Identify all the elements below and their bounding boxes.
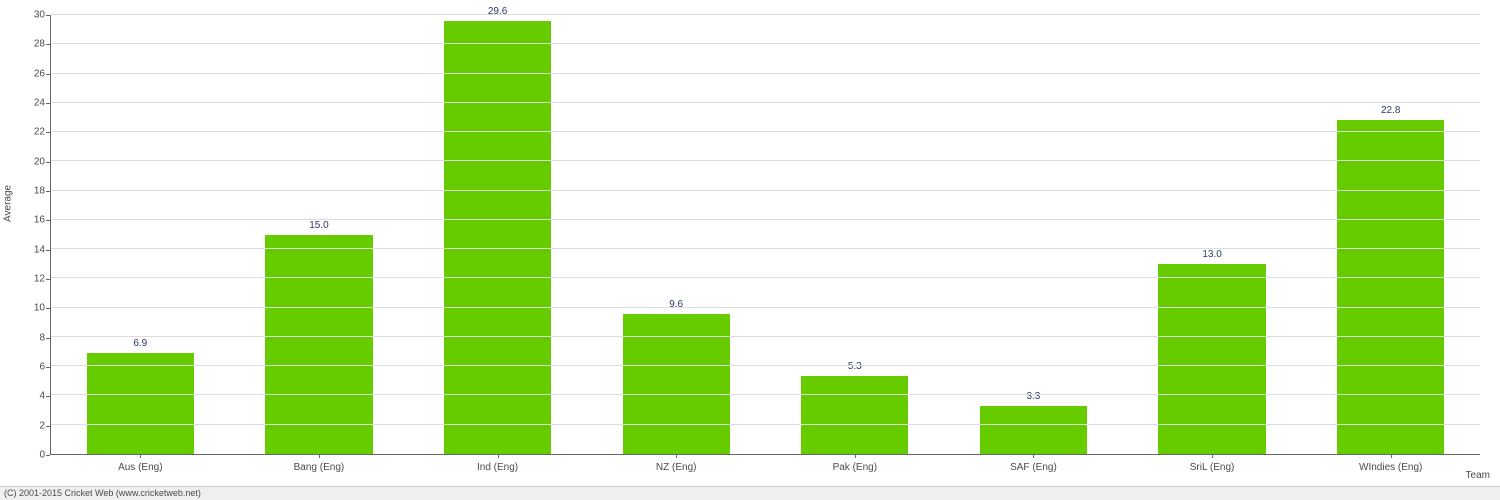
gridline bbox=[51, 424, 1480, 425]
bar-slot: 3.3SAF (Eng) bbox=[944, 15, 1123, 454]
y-tick-label: 10 bbox=[5, 303, 45, 314]
bar-value-label: 6.9 bbox=[133, 338, 147, 349]
gridline bbox=[51, 394, 1480, 395]
gridline bbox=[51, 102, 1480, 103]
x-tick-label: Ind (Eng) bbox=[477, 462, 518, 473]
bars-wrap: 6.9Aus (Eng)15.0Bang (Eng)29.6Ind (Eng)9… bbox=[51, 15, 1480, 454]
x-tick-label: Pak (Eng) bbox=[833, 462, 877, 473]
y-tick-label: 30 bbox=[5, 10, 45, 21]
y-tick-label: 28 bbox=[5, 39, 45, 50]
y-tick-label: 18 bbox=[5, 186, 45, 197]
bar: 9.6 bbox=[623, 314, 730, 454]
y-tick-mark bbox=[46, 132, 50, 133]
x-tick-label: SAF (Eng) bbox=[1010, 462, 1057, 473]
gridline bbox=[51, 365, 1480, 366]
y-tick-label: 0 bbox=[5, 450, 45, 461]
bar-slot: 9.6NZ (Eng) bbox=[587, 15, 766, 454]
bar-slot: 6.9Aus (Eng) bbox=[51, 15, 230, 454]
bar-slot: 5.3Pak (Eng) bbox=[766, 15, 945, 454]
y-tick-mark bbox=[46, 191, 50, 192]
x-tick-mark bbox=[1033, 454, 1034, 458]
bar-slot: 15.0Bang (Eng) bbox=[230, 15, 409, 454]
y-tick-label: 14 bbox=[5, 244, 45, 255]
x-tick-label: NZ (Eng) bbox=[656, 462, 697, 473]
bar-value-label: 22.8 bbox=[1381, 105, 1400, 116]
bar-slot: 29.6Ind (Eng) bbox=[408, 15, 587, 454]
plot-area: 6.9Aus (Eng)15.0Bang (Eng)29.6Ind (Eng)9… bbox=[50, 15, 1480, 455]
y-tick-mark bbox=[46, 338, 50, 339]
x-tick-mark bbox=[1212, 454, 1213, 458]
bar-value-label: 15.0 bbox=[309, 220, 328, 231]
bar-value-label: 29.6 bbox=[488, 6, 507, 17]
bar: 15.0 bbox=[265, 235, 372, 455]
y-tick-label: 22 bbox=[5, 127, 45, 138]
y-tick-mark bbox=[46, 279, 50, 280]
gridline bbox=[51, 336, 1480, 337]
x-tick-label: Bang (Eng) bbox=[294, 462, 345, 473]
bar: 29.6 bbox=[444, 21, 551, 454]
gridline bbox=[51, 14, 1480, 15]
x-tick-mark bbox=[498, 454, 499, 458]
gridline bbox=[51, 131, 1480, 132]
bar: 5.3 bbox=[801, 376, 908, 454]
bar: 6.9 bbox=[87, 353, 194, 454]
y-tick-mark bbox=[46, 426, 50, 427]
x-tick-label: SriL (Eng) bbox=[1190, 462, 1235, 473]
gridline bbox=[51, 43, 1480, 44]
y-tick-mark bbox=[46, 367, 50, 368]
gridline bbox=[51, 160, 1480, 161]
y-tick-mark bbox=[46, 396, 50, 397]
x-tick-mark bbox=[319, 454, 320, 458]
y-tick-label: 26 bbox=[5, 68, 45, 79]
y-tick-label: 24 bbox=[5, 98, 45, 109]
y-tick-mark bbox=[46, 103, 50, 104]
y-tick-mark bbox=[46, 250, 50, 251]
y-tick-mark bbox=[46, 44, 50, 45]
x-tick-label: WIndies (Eng) bbox=[1359, 462, 1422, 473]
x-axis-label: Team bbox=[1466, 470, 1490, 481]
y-tick-label: 4 bbox=[5, 391, 45, 402]
y-tick-label: 2 bbox=[5, 420, 45, 431]
bar-slot: 22.8WIndies (Eng) bbox=[1301, 15, 1480, 454]
bar-value-label: 3.3 bbox=[1026, 391, 1040, 402]
y-tick-label: 20 bbox=[5, 156, 45, 167]
y-tick-mark bbox=[46, 220, 50, 221]
bar: 22.8 bbox=[1337, 120, 1444, 454]
y-tick-mark bbox=[46, 74, 50, 75]
y-tick-mark bbox=[46, 308, 50, 309]
x-tick-mark bbox=[1391, 454, 1392, 458]
gridline bbox=[51, 73, 1480, 74]
bar-value-label: 5.3 bbox=[848, 361, 862, 372]
gridline bbox=[51, 219, 1480, 220]
y-tick-label: 16 bbox=[5, 215, 45, 226]
gridline bbox=[51, 190, 1480, 191]
x-tick-mark bbox=[676, 454, 677, 458]
x-tick-label: Aus (Eng) bbox=[118, 462, 162, 473]
y-tick-mark bbox=[46, 455, 50, 456]
gridline bbox=[51, 248, 1480, 249]
footer-credit: (C) 2001-2015 Cricket Web (www.cricketwe… bbox=[0, 486, 1500, 500]
y-tick-mark bbox=[46, 15, 50, 16]
bar-value-label: 13.0 bbox=[1202, 249, 1221, 260]
bar: 3.3 bbox=[980, 406, 1087, 454]
y-tick-label: 12 bbox=[5, 274, 45, 285]
bar-slot: 13.0SriL (Eng) bbox=[1123, 15, 1302, 454]
gridline bbox=[51, 277, 1480, 278]
y-tick-label: 6 bbox=[5, 362, 45, 373]
bar-value-label: 9.6 bbox=[669, 299, 683, 310]
y-tick-mark bbox=[46, 162, 50, 163]
y-tick-label: 8 bbox=[5, 332, 45, 343]
gridline bbox=[51, 307, 1480, 308]
chart-container: 6.9Aus (Eng)15.0Bang (Eng)29.6Ind (Eng)9… bbox=[0, 0, 1500, 500]
x-tick-mark bbox=[140, 454, 141, 458]
x-tick-mark bbox=[855, 454, 856, 458]
bar: 13.0 bbox=[1158, 264, 1265, 454]
